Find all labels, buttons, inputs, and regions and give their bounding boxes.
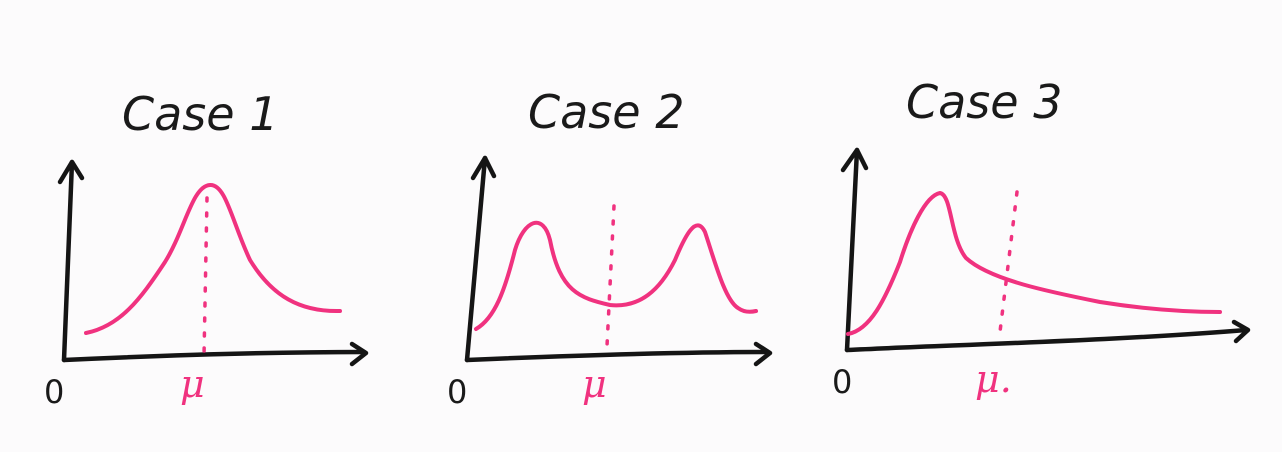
panel-case-1: Case 1 0 μ [44, 87, 369, 411]
distribution-curve [84, 183, 342, 335]
mean-line [605, 204, 616, 348]
x-axis-arrowhead [1231, 319, 1251, 344]
origin-label: 0 [832, 363, 852, 401]
panel-case-3: Case 3 0 μ. [832, 75, 1251, 401]
x-axis [844, 327, 1249, 353]
x-axis-arrowhead [753, 341, 773, 367]
distribution-curve [474, 220, 758, 331]
x-axis-arrowhead [349, 341, 369, 367]
x-axis [61, 349, 367, 363]
mean-line [997, 190, 1019, 342]
y-axis-arrowhead [470, 155, 497, 181]
y-axis-arrowhead [840, 147, 869, 173]
y-axis [61, 159, 75, 363]
mean-line [202, 196, 209, 358]
distribution-curve [846, 191, 1222, 336]
panel-title: Case 2 [528, 85, 684, 139]
panel-title: Case 3 [906, 75, 1062, 129]
mean-label: μ [582, 362, 607, 406]
mean-label: μ [180, 362, 205, 406]
y-axis-arrowhead [57, 159, 85, 185]
origin-label: 0 [447, 373, 467, 411]
panel-case-2: Case 2 0 μ [447, 85, 773, 411]
panel-title: Case 1 [122, 87, 278, 141]
mean-label: μ. [975, 357, 1012, 401]
x-axis [464, 349, 771, 363]
origin-label: 0 [44, 373, 64, 411]
y-axis [464, 155, 488, 363]
y-axis [844, 147, 860, 353]
